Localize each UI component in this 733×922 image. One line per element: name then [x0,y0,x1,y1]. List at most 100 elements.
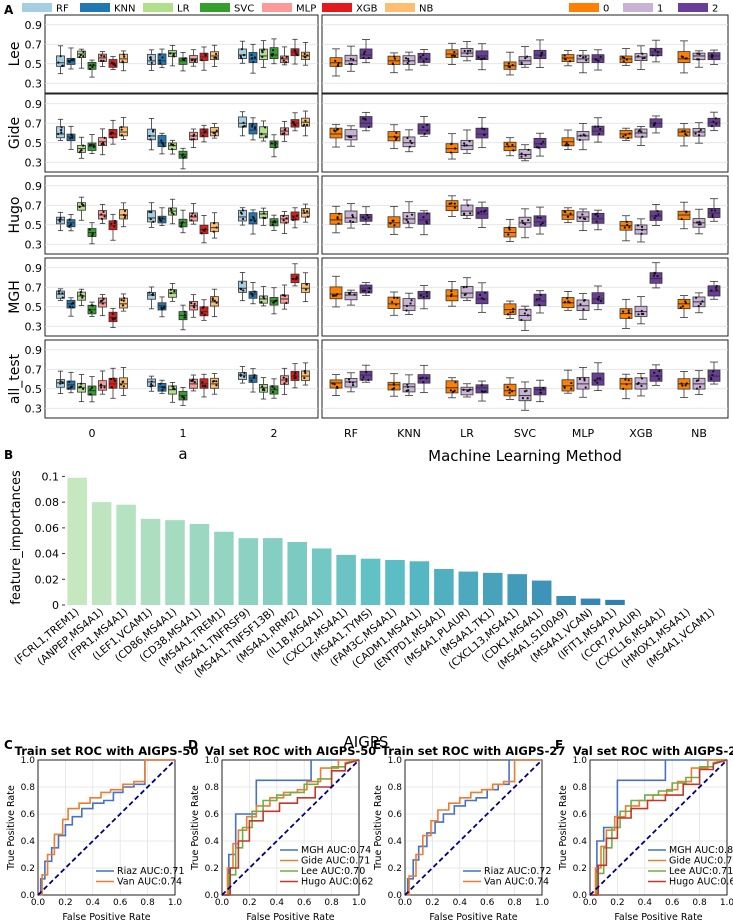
box-point [527,218,530,222]
box [417,210,431,236]
box-point [641,135,644,138]
y-tick-label: 0.9 [25,19,43,32]
box-point [285,377,288,381]
box-point [407,60,410,63]
box-point [625,383,628,386]
box-body [359,214,373,222]
box [460,383,474,398]
box-point [697,133,701,137]
box [649,39,663,63]
roc-legend-label: Riaz AUC:0.72 [484,866,552,877]
box-body [210,377,219,389]
legend-item-knn: KNN [80,3,136,15]
box-point [169,52,172,55]
y-tick-label: 0.8 [573,783,588,793]
box-point [539,391,542,394]
y-tick-label: 0.0 [388,891,403,901]
y-tick-label: 0.7 [25,199,43,212]
box [677,370,691,398]
y-tick-label: 0.3 [25,320,43,333]
box-point [584,217,587,221]
box-point [172,385,175,388]
legend-label: 0 [603,4,609,15]
y-tick-label: 0.3 [25,402,43,415]
x-tick-label: 0.2 [425,898,439,908]
box-point [405,389,408,392]
box-point [159,62,162,65]
box-point [406,215,409,218]
box [269,38,279,65]
box-point [652,274,656,277]
box-point [367,56,370,60]
box-point [508,66,511,69]
box-point [215,380,218,383]
legend-label: RF [56,4,69,15]
box-point [599,299,602,303]
roc-legend-label: MGH AUC:0.74 [301,845,371,856]
box [677,201,691,230]
box [344,372,358,393]
box-point [579,303,582,306]
box-point [710,209,713,212]
box-body [147,292,156,300]
box-point [293,376,296,380]
legend-label: LR [177,4,190,15]
box [168,44,177,67]
box-point [584,386,587,389]
box-point [192,305,195,308]
box [259,286,268,307]
box-point [395,303,398,306]
box [649,204,663,226]
box-body [518,216,532,228]
box-point [295,214,299,217]
box-point [110,61,114,64]
box [269,214,279,231]
box [533,39,547,68]
y-tick-label: 0.0 [205,891,220,901]
box-point [81,294,84,297]
box-point [242,289,245,292]
box [119,367,128,396]
box-point [71,136,74,139]
box [518,381,532,411]
roc-legend-label: Hugo AUC:0.62 [301,877,373,888]
box-point [362,376,365,379]
box-point [478,293,482,296]
box [634,296,648,325]
legend-item-mlp: MLP [262,3,316,15]
box-point [393,224,396,227]
y-tick-label: 0.7 [25,117,43,130]
box-point [656,51,659,54]
box-point [679,306,682,309]
box-point [640,232,643,235]
box-point [699,223,702,226]
box-point [483,128,486,131]
roc-legend-label: Van AUC:0.74 [484,877,549,888]
box-point [337,222,340,225]
box-point [284,61,288,64]
box-body [417,212,431,225]
box-point [656,54,659,57]
box-point [697,379,700,382]
box-point [426,123,429,127]
y-tick-label: 0.5 [25,58,43,71]
box-point [698,220,701,223]
box-body [460,204,474,216]
bar [140,518,161,605]
box-body [344,210,358,223]
box-point [391,388,394,391]
box-point [181,57,184,60]
box [591,117,605,143]
box [576,367,590,398]
box-point [79,149,83,152]
box-body [344,129,358,141]
box-point [652,124,656,127]
box [619,373,633,400]
box-point [654,49,657,52]
bar [434,569,454,605]
box [98,370,107,395]
box [66,297,76,317]
box-point [200,232,203,235]
box-point [161,217,164,220]
